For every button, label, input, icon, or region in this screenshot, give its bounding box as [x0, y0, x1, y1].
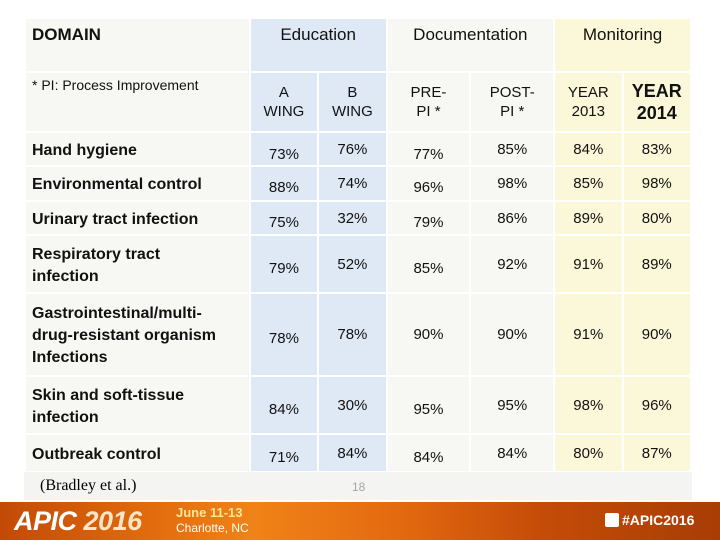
page-number: 18 — [352, 480, 366, 494]
year-2013-value: 84% — [553, 131, 624, 167]
post-pi-value: 85% — [469, 131, 556, 167]
year-2014-value: 90% — [621, 292, 693, 377]
a-wing-value: 84% — [248, 375, 320, 435]
domain-label: Urinary tract infection — [24, 200, 251, 236]
domain-label: Hand hygiene — [24, 131, 251, 167]
table-row: Urinary tract infection 75% 32% 79% 86% … — [24, 200, 693, 236]
year-2013-value: 89% — [553, 200, 624, 236]
post-pi-value: 90% — [469, 292, 556, 377]
year-2013-value: 85% — [553, 165, 624, 202]
b-wing-value: 84% — [317, 433, 388, 473]
documentation-header: Documentation — [385, 17, 556, 73]
pre-pi-value: 96% — [385, 165, 472, 202]
pre-pi-value: 77% — [385, 131, 472, 167]
b-wing-value: 52% — [317, 234, 388, 294]
table-row: Respiratory tract infection 79% 52% 85% … — [24, 234, 693, 294]
b-wing-value: 32% — [317, 200, 388, 236]
domain-label: Skin and soft-tissue infection — [24, 375, 251, 435]
post-pi-value: 84% — [469, 433, 556, 473]
b-wing-value: 78% — [317, 292, 388, 377]
a-wing-header: A WING — [248, 71, 320, 133]
post-pi-value: 95% — [469, 375, 556, 435]
year-2013-value: 91% — [553, 234, 624, 294]
domain-header: DOMAIN — [24, 17, 251, 73]
year-2013-value: 80% — [553, 433, 624, 473]
a-wing-value: 71% — [248, 433, 320, 473]
monitoring-header: Monitoring — [553, 17, 692, 73]
year-2013-header: YEAR 2013 — [553, 71, 624, 133]
a-wing-value: 75% — [248, 200, 320, 236]
citation-bar: (Bradley et al.) — [24, 472, 692, 500]
table-row: Environmental control 88% 74% 96% 98% 85… — [24, 165, 693, 202]
year-2014-value: 87% — [621, 433, 693, 473]
conference-footer-banner: APIC 2016 June 11-13 Charlotte, NC #APIC… — [0, 502, 720, 540]
year-2014-value: 89% — [621, 234, 693, 294]
a-wing-value: 73% — [248, 131, 320, 167]
year-2014-value: 80% — [621, 200, 693, 236]
year-2014-header: YEAR 2014 — [621, 71, 693, 133]
pre-pi-value: 79% — [385, 200, 472, 236]
subheader-row: * PI: Process Improvement A WING B WING … — [24, 71, 693, 133]
pi-footnote: * PI: Process Improvement — [24, 71, 251, 133]
pre-pi-header: PRE- PI * — [385, 71, 472, 133]
group-header-row: DOMAIN Education Documentation Monitorin… — [24, 17, 692, 73]
post-pi-value: 92% — [469, 234, 556, 294]
year-2014-value: 96% — [621, 375, 693, 435]
domain-label: Outbreak control — [24, 433, 251, 473]
pre-pi-value: 85% — [385, 234, 472, 294]
b-wing-value: 30% — [317, 375, 388, 435]
a-wing-value: 78% — [248, 292, 320, 377]
domain-label: Environmental control — [24, 165, 251, 202]
year-2014-value: 98% — [621, 165, 693, 202]
education-header: Education — [248, 17, 388, 73]
table-row: Gastrointestinal/multi- drug-resistant o… — [24, 292, 693, 377]
pre-pi-value: 84% — [385, 433, 472, 473]
twitter-icon — [605, 513, 619, 527]
post-pi-value: 98% — [469, 165, 556, 202]
citation-text: (Bradley et al.) — [40, 477, 137, 494]
post-pi-value: 86% — [469, 200, 556, 236]
table-row: Outbreak control 71% 84% 84% 84% 80% 87% — [24, 433, 693, 473]
year-2013-value: 98% — [553, 375, 624, 435]
table-row: Hand hygiene 73% 76% 77% 85% 84% 83% — [24, 131, 693, 167]
a-wing-value: 79% — [248, 234, 320, 294]
domain-label: Respiratory tract infection — [24, 234, 251, 294]
a-wing-value: 88% — [248, 165, 320, 202]
year-2013-value: 91% — [553, 292, 624, 377]
b-wing-value: 74% — [317, 165, 388, 202]
infection-domain-table: DOMAIN Education Documentation Monitorin… — [24, 17, 693, 473]
table-row: Skin and soft-tissue infection 84% 30% 9… — [24, 375, 693, 435]
conference-city: Charlotte, NC — [176, 521, 249, 535]
domain-label: Gastrointestinal/multi- drug-resistant o… — [24, 292, 251, 377]
conference-hashtag: #APIC2016 — [622, 512, 695, 528]
pre-pi-value: 90% — [385, 292, 472, 377]
b-wing-value: 76% — [317, 131, 388, 167]
apic-logo: APIC 2016 — [14, 506, 142, 536]
pre-pi-value: 95% — [385, 375, 472, 435]
year-2014-value: 83% — [621, 131, 693, 167]
conference-date: June 11-13 — [176, 505, 243, 520]
post-pi-header: POST- PI * — [469, 71, 556, 133]
b-wing-header: B WING — [317, 71, 388, 133]
